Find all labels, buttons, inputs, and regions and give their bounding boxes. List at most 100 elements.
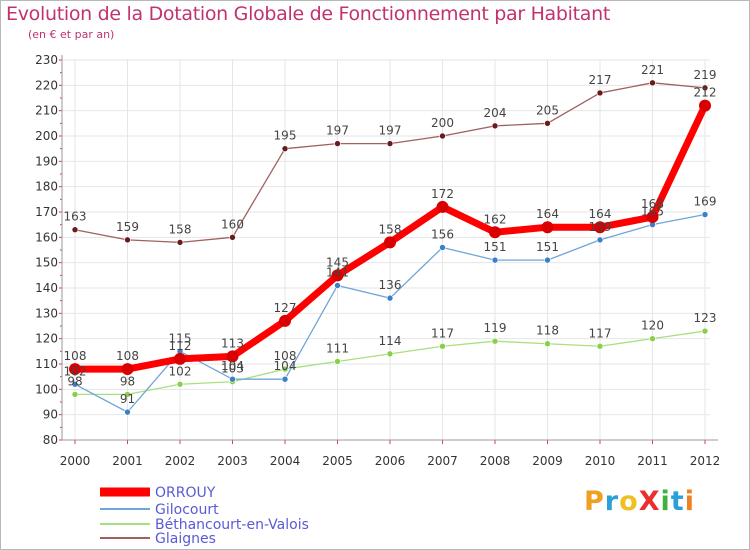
logo-letter: t — [670, 486, 685, 517]
data-point — [699, 99, 711, 112]
data-label: 158 — [169, 222, 192, 236]
data-label: 159 — [589, 220, 612, 234]
y-tick-label: 210 — [35, 104, 58, 118]
y-tick-label: 80 — [43, 433, 58, 447]
data-point — [226, 350, 239, 363]
data-label: 120 — [641, 319, 664, 333]
data-point — [229, 234, 236, 241]
data-point — [386, 140, 394, 147]
data-point — [334, 358, 341, 365]
data-label: 141 — [326, 265, 349, 279]
data-label: 162 — [484, 212, 507, 226]
x-tick-label: 2003 — [217, 454, 248, 468]
data-label: 164 — [536, 207, 559, 221]
data-label: 113 — [221, 336, 244, 350]
data-label: 165 — [641, 205, 664, 219]
x-tick-label: 2009 — [532, 454, 563, 468]
data-labels: 108 108 112 113 127 145 158 172 162 164 164 168 212 1… — [64, 63, 717, 406]
data-label: 108 — [116, 349, 139, 363]
data-point — [701, 211, 709, 218]
data-label: 118 — [536, 324, 559, 338]
data-label: 212 — [694, 86, 717, 100]
data-label: 127 — [274, 301, 297, 315]
legend-label: Béthancourt-en-Valois — [155, 517, 309, 533]
axes: 8090100110120130140150160170180190200210… — [35, 53, 720, 468]
data-label: 102 — [64, 364, 87, 378]
data-point — [594, 221, 606, 234]
y-tick-label: 190 — [35, 154, 58, 168]
data-point — [491, 122, 499, 130]
data-label: 98 — [120, 374, 135, 388]
data-label: 91 — [120, 392, 135, 406]
data-point — [176, 239, 184, 246]
data-point — [229, 375, 236, 383]
data-label: 163 — [64, 210, 87, 224]
data-label: 168 — [641, 197, 664, 211]
data-label: 102 — [169, 364, 192, 378]
data-point — [646, 211, 659, 224]
data-point — [544, 120, 551, 127]
data-label: 221 — [641, 63, 664, 77]
data-point — [386, 294, 394, 302]
data-label: 195 — [274, 129, 297, 143]
x-tick-label: 2010 — [585, 454, 616, 468]
data-point — [596, 342, 604, 350]
y-tick-label: 110 — [35, 357, 58, 371]
data-point — [71, 226, 79, 234]
data-label: 200 — [431, 116, 454, 130]
y-tick-label: 160 — [35, 230, 58, 244]
data-point — [439, 244, 446, 251]
data-label: 103 — [221, 362, 244, 376]
data-point — [489, 226, 501, 239]
data-label: 204 — [484, 106, 507, 120]
data-point — [121, 363, 134, 376]
data-label: 108 — [64, 349, 87, 363]
data-point — [334, 282, 341, 289]
x-tick-label: 2004 — [270, 454, 301, 468]
y-tick-label: 230 — [35, 53, 58, 67]
data-point — [331, 269, 344, 282]
x-tick-label: 2005 — [322, 454, 353, 468]
chart-title: Evolution de la Dotation Globale de Fonc… — [6, 3, 611, 25]
data-point — [439, 132, 446, 140]
data-label: 108 — [274, 349, 297, 363]
chart-subtitle: (en € et par an) — [28, 28, 115, 41]
data-point — [491, 256, 499, 264]
data-point — [281, 365, 289, 373]
data-label: 151 — [536, 240, 559, 254]
x-tick-label: 2000 — [60, 454, 91, 468]
data-label: 197 — [326, 124, 349, 138]
proxiti-logo: ProXiti — [584, 486, 695, 517]
logo-letter: P — [584, 486, 605, 517]
y-tick-label: 120 — [35, 332, 58, 346]
data-label: 164 — [589, 207, 612, 221]
legend-label: ORROUY — [155, 485, 216, 501]
y-tick-label: 180 — [35, 180, 58, 194]
data-label: 104 — [274, 359, 297, 373]
data-point — [649, 79, 656, 87]
y-tick-label: 220 — [35, 78, 58, 92]
x-tick-label: 2002 — [165, 454, 196, 468]
data-point — [436, 200, 449, 213]
data-point — [124, 391, 131, 398]
data-point — [439, 342, 446, 350]
x-tick-label: 2007 — [427, 454, 458, 468]
data-label: 123 — [694, 311, 717, 325]
data-point — [701, 327, 709, 335]
data-label: 112 — [169, 339, 192, 353]
logo-letter: i — [684, 486, 695, 517]
data-point — [176, 380, 184, 388]
data-point — [649, 335, 656, 342]
y-tick-label: 200 — [35, 129, 58, 143]
legend: ORROUYGilocourtBéthancourt-en-ValoisGlai… — [100, 485, 309, 547]
y-tick-label: 170 — [35, 205, 58, 219]
logo-letter: i — [660, 486, 671, 517]
data-point — [334, 140, 341, 147]
series-lines — [69, 79, 711, 416]
y-tick-label: 150 — [35, 256, 58, 270]
data-label: 169 — [694, 195, 717, 209]
data-point — [279, 314, 291, 327]
data-point — [281, 145, 289, 152]
data-point — [544, 256, 551, 264]
data-point — [69, 363, 81, 376]
